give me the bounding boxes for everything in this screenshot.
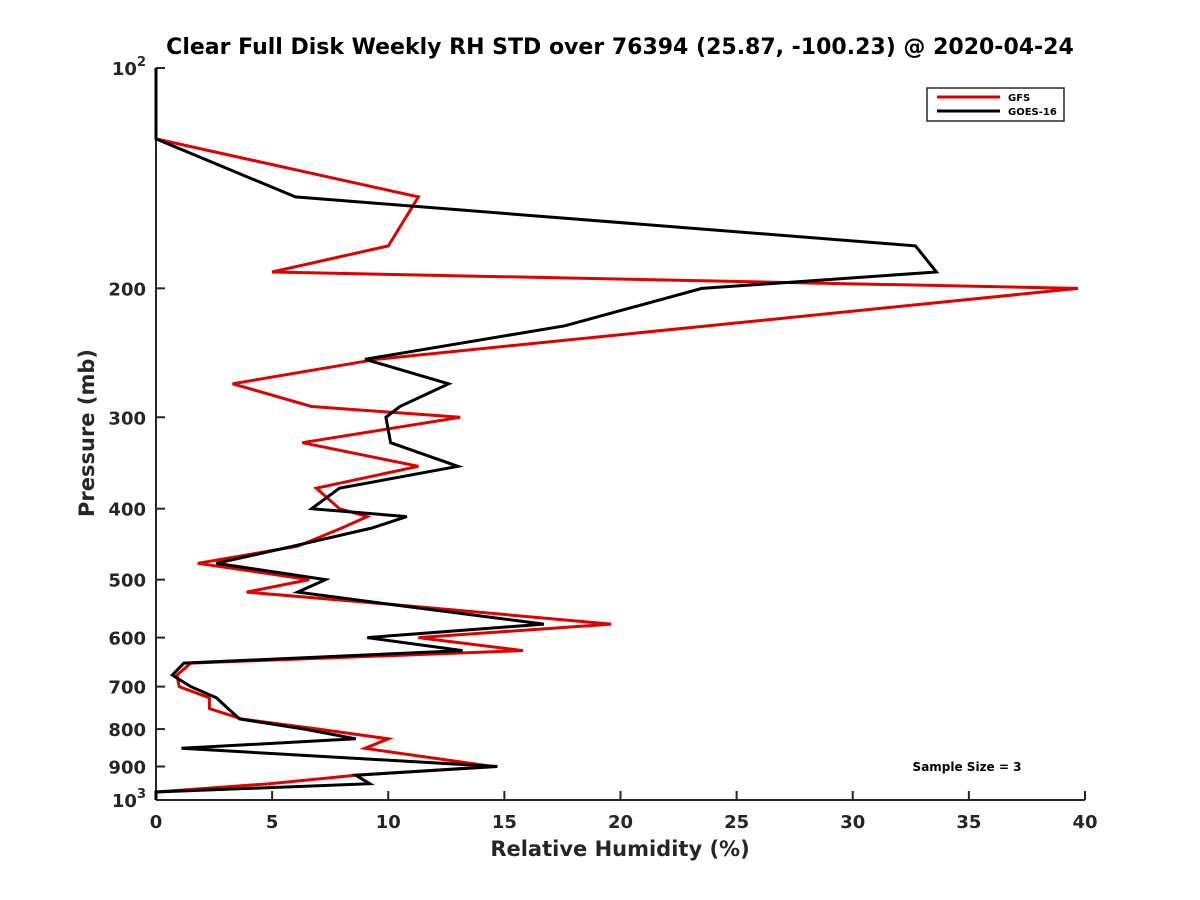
x-tick-label: 25 [724, 812, 749, 833]
y-tick-label: 800 [108, 720, 146, 741]
legend-entry: GFS [1008, 93, 1030, 104]
legend-box [926, 87, 1065, 122]
x-tick-label: 20 [608, 812, 633, 833]
series-line-gfs [154, 68, 1079, 800]
y-tick-label: 102 [112, 55, 146, 80]
y-axis-label: Pressure (mb) [75, 349, 99, 517]
x-tick-label: 10 [376, 812, 401, 833]
x-tick-label: 35 [956, 812, 981, 833]
chart-title: Clear Full Disk Weekly RH STD over 76394… [166, 35, 1074, 60]
y-tick-label: 400 [108, 500, 146, 521]
y-tick-label: 300 [108, 408, 146, 429]
y-tick-label: 600 [108, 629, 146, 650]
sample-size-annotation: Sample Size = 3 [913, 760, 1022, 774]
x-axis-label: Relative Humidity (%) [490, 837, 749, 861]
legend-entry: GOES-16 [1008, 107, 1057, 118]
y-tick-label: 900 [108, 758, 146, 779]
y-tick-label: 500 [108, 571, 146, 592]
legend: GFS GOES-16 [926, 87, 1065, 122]
x-tick-label: 30 [840, 812, 865, 833]
x-tick-label: 5 [266, 812, 279, 833]
plot-area: 0 5 10 15 20 25 30 35 40 102 200 300 400 500 600 700 800… [108, 55, 1097, 833]
y-tick-label: 200 [108, 279, 146, 300]
series-line-goes-16 [154, 68, 940, 800]
y-tick-label: 103 [112, 787, 146, 812]
x-tick-label: 15 [492, 812, 517, 833]
x-tick-label: 0 [150, 812, 163, 833]
x-tick-label: 40 [1072, 812, 1097, 833]
y-tick-label: 700 [108, 678, 146, 699]
